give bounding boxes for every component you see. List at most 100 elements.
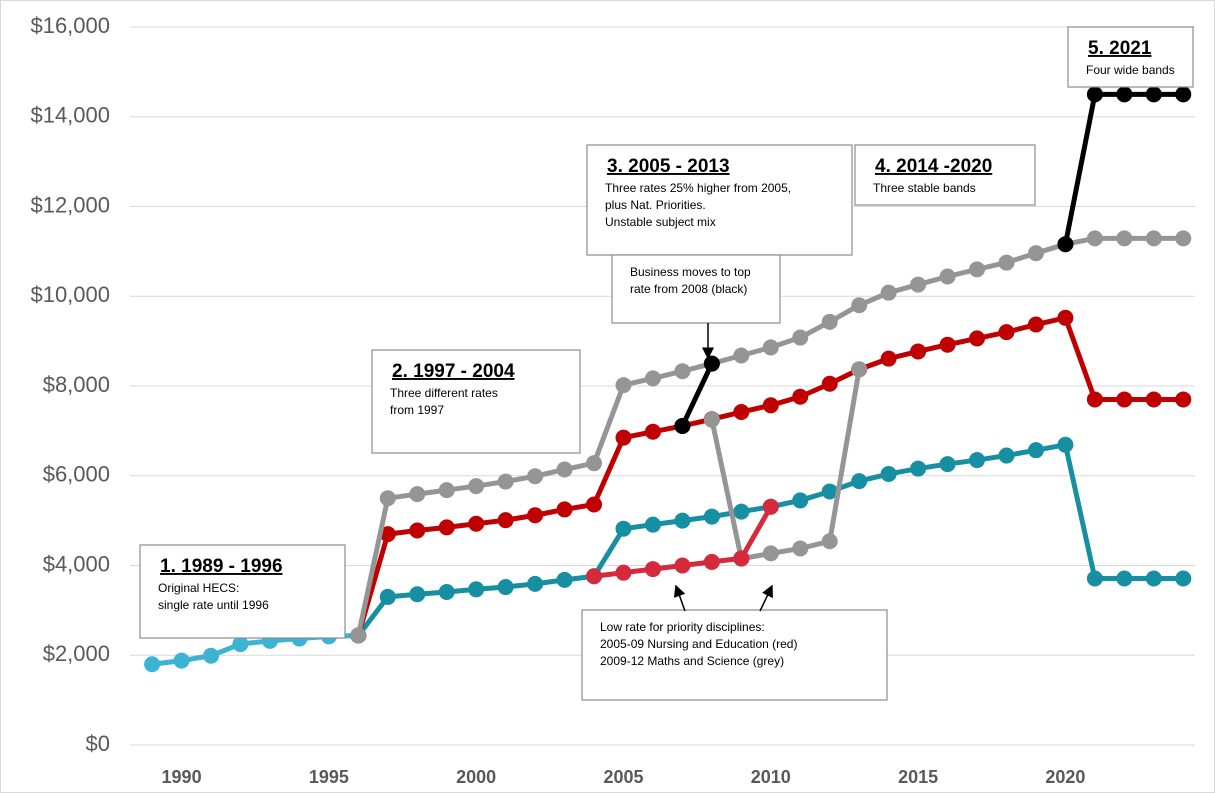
annotation-text: rate from 2008 (black) xyxy=(630,282,747,296)
point xyxy=(1145,86,1162,103)
y-tick-label: $0 xyxy=(86,731,110,756)
x-tick-label: 2015 xyxy=(898,767,938,787)
point xyxy=(644,516,661,533)
point xyxy=(969,261,986,278)
point xyxy=(556,461,573,478)
point xyxy=(1027,245,1044,262)
point xyxy=(1175,230,1192,247)
point xyxy=(1145,230,1162,247)
point xyxy=(939,456,956,473)
point xyxy=(733,550,750,567)
point xyxy=(586,568,603,585)
point xyxy=(644,561,661,578)
y-tick-label: $12,000 xyxy=(30,192,110,217)
point xyxy=(232,636,249,653)
y-tick-label: $16,000 xyxy=(30,13,110,38)
point xyxy=(703,553,720,570)
point xyxy=(821,375,838,392)
point xyxy=(674,417,691,434)
point xyxy=(1027,316,1044,333)
annotation-text: single rate until 1996 xyxy=(158,598,269,612)
point xyxy=(674,557,691,574)
point xyxy=(1116,391,1133,408)
point xyxy=(1116,86,1133,103)
point xyxy=(173,652,190,669)
annotation-title: 2. 1997 - 2004 xyxy=(392,361,515,382)
annotation-text: Three rates 25% higher from 2005, xyxy=(605,181,791,195)
annotation-box xyxy=(586,144,853,256)
point xyxy=(497,473,514,490)
point xyxy=(409,522,426,539)
annotation-title: 4. 2014 -2020 xyxy=(875,156,992,177)
y-tick-label: $10,000 xyxy=(30,282,110,307)
point xyxy=(1086,230,1103,247)
annotation-box xyxy=(371,349,581,454)
point xyxy=(703,355,720,372)
x-tick-label: 1990 xyxy=(162,767,202,787)
annotation-text: Unstable subject mix xyxy=(605,215,716,229)
point xyxy=(1086,86,1103,103)
y-tick-label: $14,000 xyxy=(30,103,110,128)
point xyxy=(910,276,927,293)
y-tick-label: $2,000 xyxy=(43,641,110,666)
point xyxy=(851,361,868,378)
point xyxy=(144,656,161,673)
annotation-text: plus Nat. Priorities. xyxy=(605,198,706,212)
point xyxy=(409,486,426,503)
point xyxy=(615,377,632,394)
annotation-title: 5. 2021 xyxy=(1088,38,1152,59)
point xyxy=(792,540,809,557)
point xyxy=(497,512,514,529)
annotation-title: 1. 1989 - 1996 xyxy=(160,556,283,577)
point xyxy=(733,404,750,421)
y-tick-label: $8,000 xyxy=(43,372,110,397)
arrow xyxy=(759,584,773,612)
point xyxy=(1057,309,1074,326)
point xyxy=(1145,570,1162,587)
y-tick-label: $4,000 xyxy=(43,551,110,576)
point xyxy=(644,370,661,387)
point xyxy=(203,647,220,664)
point xyxy=(762,545,779,562)
point xyxy=(379,490,396,507)
point xyxy=(1175,391,1192,408)
annotation-text: 2005-09 Nursing and Education (red) xyxy=(600,637,797,651)
point xyxy=(438,519,455,536)
point xyxy=(1175,86,1192,103)
y-tick-label: $6,000 xyxy=(43,462,110,487)
x-tick-label: 2005 xyxy=(603,767,643,787)
point xyxy=(939,268,956,285)
series-line xyxy=(709,368,862,562)
point xyxy=(350,627,367,644)
point xyxy=(586,455,603,472)
annotation-title: 3. 2005 - 2013 xyxy=(607,156,730,177)
point xyxy=(969,452,986,469)
point xyxy=(1057,236,1074,253)
annotation-box xyxy=(854,144,1036,206)
point xyxy=(1086,391,1103,408)
point xyxy=(851,297,868,314)
point xyxy=(1027,442,1044,459)
annotation-box xyxy=(139,544,346,639)
point xyxy=(1086,570,1103,587)
point xyxy=(556,501,573,518)
point xyxy=(733,503,750,520)
point xyxy=(703,508,720,525)
point xyxy=(615,520,632,537)
point xyxy=(615,429,632,446)
point xyxy=(792,388,809,405)
point xyxy=(615,564,632,581)
point xyxy=(497,579,514,596)
annotation-text: Original HECS: xyxy=(158,581,239,595)
point xyxy=(762,498,779,515)
point xyxy=(527,468,544,485)
annotation-text: Business moves to top xyxy=(630,265,751,279)
annotation-text: from 1997 xyxy=(390,403,444,417)
point xyxy=(438,583,455,600)
point xyxy=(1057,436,1074,453)
annotation-text: Three stable bands xyxy=(873,181,976,195)
point xyxy=(851,473,868,490)
point xyxy=(969,330,986,347)
point xyxy=(468,478,485,495)
